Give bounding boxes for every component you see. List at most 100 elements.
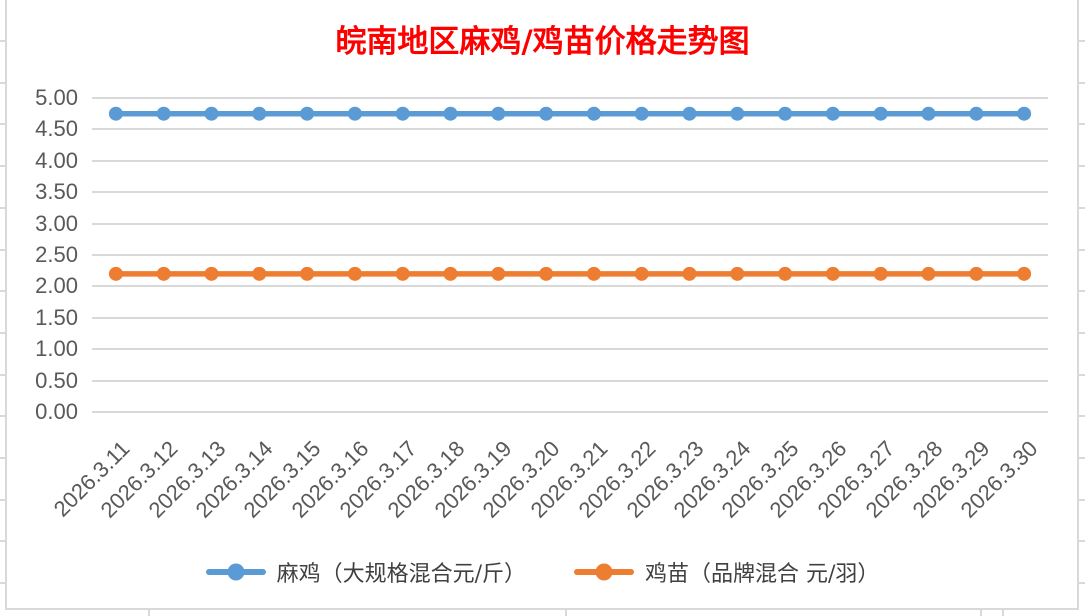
sheet-gridline xyxy=(0,332,5,334)
data-point-marker[interactable] xyxy=(108,106,123,121)
data-point-marker[interactable] xyxy=(825,106,840,121)
data-point-marker[interactable] xyxy=(395,266,410,281)
y-axis-tick-label: 4.50 xyxy=(35,116,78,142)
y-axis-tick-label: 1.50 xyxy=(35,304,78,330)
sheet-gridline xyxy=(980,610,982,616)
sheet-gridline xyxy=(0,249,5,251)
data-point-marker[interactable] xyxy=(921,266,936,281)
gridline xyxy=(92,348,1048,351)
sheet-gridline xyxy=(0,123,5,125)
legend-line-marker-icon xyxy=(574,563,634,581)
data-point-marker[interactable] xyxy=(873,266,888,281)
data-point-marker[interactable] xyxy=(443,266,458,281)
sheet-gridline xyxy=(5,0,7,610)
sheet-gridline xyxy=(0,207,5,209)
sheet-gridline xyxy=(1079,457,1085,459)
legend-line-marker-icon xyxy=(205,563,266,581)
sheet-gridline xyxy=(1079,123,1085,125)
data-point-marker[interactable] xyxy=(300,266,315,281)
data-point-marker[interactable] xyxy=(586,106,601,121)
data-point-marker[interactable] xyxy=(347,106,362,121)
data-point-marker[interactable] xyxy=(969,266,984,281)
data-point-marker[interactable] xyxy=(443,106,458,121)
data-point-marker[interactable] xyxy=(491,106,506,121)
sheet-gridline xyxy=(1079,332,1085,334)
data-point-marker[interactable] xyxy=(252,266,267,281)
data-point-marker[interactable] xyxy=(778,266,793,281)
data-point-marker[interactable] xyxy=(682,266,697,281)
sheet-gridline xyxy=(0,165,5,167)
sheet-gridline xyxy=(1079,82,1085,84)
y-axis-tick-label: 0.50 xyxy=(35,367,78,393)
data-point-marker[interactable] xyxy=(730,266,745,281)
sheet-gridline xyxy=(1079,499,1085,501)
y-axis-tick-label: 3.00 xyxy=(35,210,78,236)
data-point-marker[interactable] xyxy=(921,106,936,121)
data-point-marker[interactable] xyxy=(395,106,410,121)
series-layer xyxy=(108,106,1032,281)
data-point-marker[interactable] xyxy=(1017,106,1032,121)
sheet-gridline xyxy=(0,540,5,542)
data-point-marker[interactable] xyxy=(539,266,554,281)
data-point-marker[interactable] xyxy=(634,266,649,281)
gridline xyxy=(92,222,1048,225)
data-point-marker[interactable] xyxy=(491,266,506,281)
legend-dot-icon xyxy=(227,563,245,581)
sheet-gridline xyxy=(1079,290,1085,292)
sheet-gridline xyxy=(1079,540,1085,542)
legend-item-jimiao-series[interactable]: 鸡苗（品牌混合 元/羽） xyxy=(574,556,879,588)
data-point-marker[interactable] xyxy=(156,106,171,121)
gridline xyxy=(92,379,1048,382)
data-point-marker[interactable] xyxy=(825,266,840,281)
sheet-gridline xyxy=(1079,165,1085,167)
y-axis-tick-label: 2.50 xyxy=(35,242,78,267)
data-point-marker[interactable] xyxy=(1017,266,1032,281)
gridline xyxy=(92,316,1048,319)
sheet-gridline xyxy=(0,82,5,84)
data-point-marker[interactable] xyxy=(873,106,888,121)
sheet-gridline xyxy=(1079,415,1085,417)
data-point-marker[interactable] xyxy=(682,106,697,121)
y-axis-tick-label: 3.50 xyxy=(35,179,78,205)
gridline xyxy=(92,97,1048,99)
data-point-marker[interactable] xyxy=(204,106,219,121)
data-point-marker[interactable] xyxy=(778,106,793,121)
legend-item-majI-series[interactable]: 麻鸡（大规格混合元/斤） xyxy=(205,556,526,588)
legend-dot-icon xyxy=(595,563,613,581)
data-point-marker[interactable] xyxy=(347,266,362,281)
sheet-gridline xyxy=(0,40,5,42)
sheet-gridline xyxy=(565,610,567,616)
gridline xyxy=(92,159,1048,162)
y-axis-tick-label: 4.00 xyxy=(35,147,78,173)
data-point-marker[interactable] xyxy=(969,106,984,121)
gridline xyxy=(92,411,1048,413)
sheet-gridline xyxy=(0,374,5,376)
data-point-marker[interactable] xyxy=(204,266,219,281)
gridline xyxy=(92,191,1048,194)
data-point-marker[interactable] xyxy=(156,266,171,281)
sheet-gridline xyxy=(1079,374,1085,376)
gridline xyxy=(92,128,1048,131)
sheet-gridline xyxy=(0,499,5,501)
gridline xyxy=(92,285,1048,288)
y-axis-tick-label: 2.00 xyxy=(35,273,78,299)
sheet-gridline xyxy=(0,457,5,459)
data-point-marker[interactable] xyxy=(539,106,554,121)
y-axis-tick-label: 1.00 xyxy=(35,336,78,362)
legend-label-series-2: 鸡苗（品牌混合 元/羽） xyxy=(645,562,880,587)
sheet-gridline xyxy=(5,608,1079,610)
y-axis-tick-label: 0.00 xyxy=(35,399,78,424)
legend: 麻鸡（大规格混合元/斤） 鸡苗（品牌混合 元/羽） xyxy=(0,552,1085,592)
data-point-marker[interactable] xyxy=(586,266,601,281)
plot-area[interactable] xyxy=(92,98,1048,412)
data-point-marker[interactable] xyxy=(634,106,649,121)
chart-title[interactable]: 皖南地区麻鸡/鸡苗价格走势图 xyxy=(335,24,750,60)
data-point-marker[interactable] xyxy=(108,266,123,281)
data-point-marker[interactable] xyxy=(730,106,745,121)
data-point-marker[interactable] xyxy=(252,106,267,121)
data-point-marker[interactable] xyxy=(300,106,315,121)
sheet-gridline xyxy=(1077,0,1079,610)
sheet-gridline xyxy=(0,415,5,417)
sheet-gridline xyxy=(1079,40,1085,42)
